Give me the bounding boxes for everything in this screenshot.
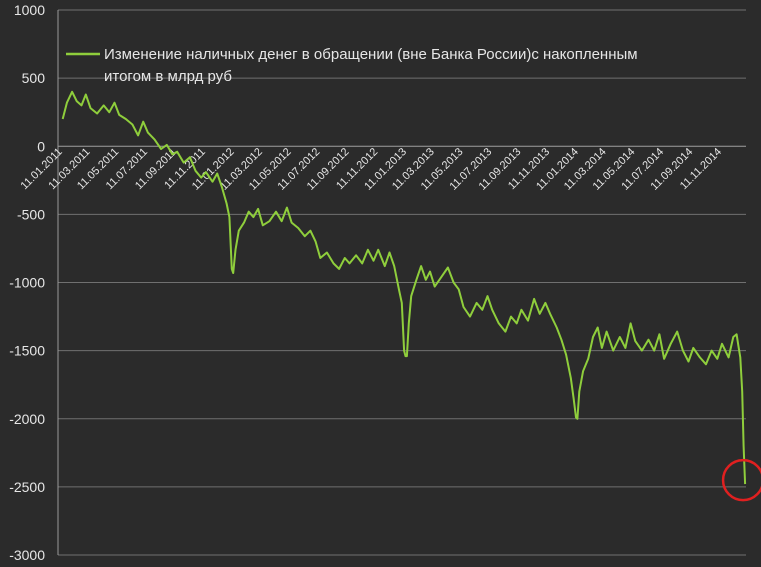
legend-label-line-2: итогом в млрд руб (104, 68, 232, 85)
y-tick-label: -1000 (9, 275, 45, 291)
gridlines (58, 9, 746, 556)
series-line (61, 90, 747, 485)
y-tick-label: -500 (17, 206, 45, 222)
y-axis-ticks: 1000 500 0 -500 -1000 -1500 -2000 -2500 -3000 (9, 2, 45, 563)
y-tick-label: 1000 (14, 2, 45, 18)
y-tick-label: -2000 (9, 411, 45, 427)
y-tick-label: 0 (37, 138, 45, 154)
legend: Изменение наличных денег в обращении (вн… (66, 46, 638, 85)
y-tick-label: -3000 (9, 547, 45, 563)
highlight-circle (721, 458, 761, 502)
y-tick-label: -1500 (9, 343, 45, 359)
y-tick-label: -2500 (9, 479, 45, 495)
y-tick-label: 500 (22, 70, 46, 86)
legend-label-line-1: Изменение наличных денег в обращении (вн… (104, 46, 638, 63)
